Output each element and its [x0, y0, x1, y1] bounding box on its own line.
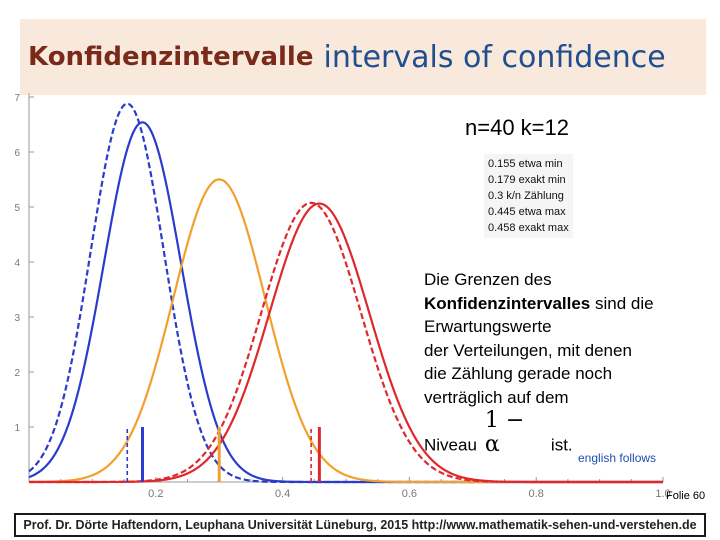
y-tick-label: 4 — [14, 258, 20, 269]
y-tick-label: 5 — [14, 203, 20, 214]
y-tick-label: 3 — [14, 313, 20, 324]
x-tick-label: 1.0 — [655, 488, 670, 500]
bounds-row-4: 0.445 etwa max — [488, 206, 566, 218]
confidence-formula: 1 − α — [484, 408, 525, 457]
explanation-line-2: Konfidenzintervalles sind die — [424, 292, 714, 316]
explanation-line-5: die Zählung gerade noch — [424, 364, 613, 383]
explanation-line-3: Erwartungswerte — [424, 317, 552, 336]
bounds-row-3: 0.3 k/n Zählung — [488, 190, 564, 202]
explanation-line-7: Niveau 1 − α ist. — [424, 409, 714, 457]
title-german: Konfidenzintervalle — [28, 42, 314, 72]
bounds-row-5: 0.458 exakt max — [488, 222, 569, 234]
ist-label: ist. — [550, 435, 573, 455]
explanation-line-2-rest: sind die — [590, 293, 654, 313]
x-tick-label: 0.2 — [148, 488, 163, 500]
explanation-text: Die Grenzen des Konfidenzintervalles sin… — [424, 268, 714, 457]
x-tick-label: 0.6 — [402, 488, 417, 500]
parameters-label: n=40 k=12 — [465, 115, 569, 140]
title-english: intervals of confidence — [323, 39, 666, 75]
slide-number: Folie 60 — [666, 490, 706, 502]
y-tick-label: 1 — [14, 423, 20, 434]
explanation-bold-term: Konfidenzintervalles — [424, 293, 591, 313]
x-tick-label: 0.4 — [275, 488, 290, 500]
bounds-row-1: 0.155 etwa min — [488, 158, 563, 170]
x-tick-label: 0.8 — [529, 488, 544, 500]
y-tick-label: 7 — [14, 93, 20, 104]
bounds-row-2: 0.179 exakt min — [488, 174, 566, 186]
english-follows-link[interactable]: english follows — [578, 451, 657, 465]
y-tick-label: 6 — [14, 148, 20, 159]
y-tick-label: 2 — [14, 368, 20, 379]
niveau-label: Niveau — [424, 435, 477, 455]
explanation-line-6: verträglich auf dem — [424, 387, 569, 407]
footer-credit: Prof. Dr. Dörte Haftendorn, Leuphana Uni… — [14, 513, 706, 537]
explanation-line-1: Die Grenzen des — [424, 270, 552, 289]
bounds-table: 0.155 etwa min 0.179 exakt min 0.3 k/n Z… — [484, 154, 573, 238]
curve-red-solid — [29, 202, 663, 484]
explanation-line-4: der Verteilungen, mit denen — [424, 340, 632, 360]
slide-title: Konfidenzintervalle intervals of confide… — [20, 19, 706, 95]
